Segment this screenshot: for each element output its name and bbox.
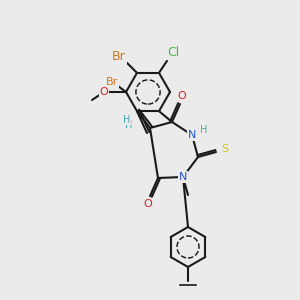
Text: O: O bbox=[100, 87, 108, 97]
Text: H: H bbox=[200, 125, 208, 135]
Text: H: H bbox=[123, 115, 131, 124]
Text: O: O bbox=[144, 199, 152, 209]
Text: H: H bbox=[125, 120, 133, 130]
Text: Br: Br bbox=[106, 77, 118, 87]
Text: Br: Br bbox=[112, 50, 126, 63]
Text: O: O bbox=[178, 91, 186, 101]
Text: S: S bbox=[221, 144, 229, 154]
Text: Cl: Cl bbox=[167, 46, 179, 59]
Text: N: N bbox=[188, 130, 196, 140]
Text: N: N bbox=[179, 172, 187, 182]
